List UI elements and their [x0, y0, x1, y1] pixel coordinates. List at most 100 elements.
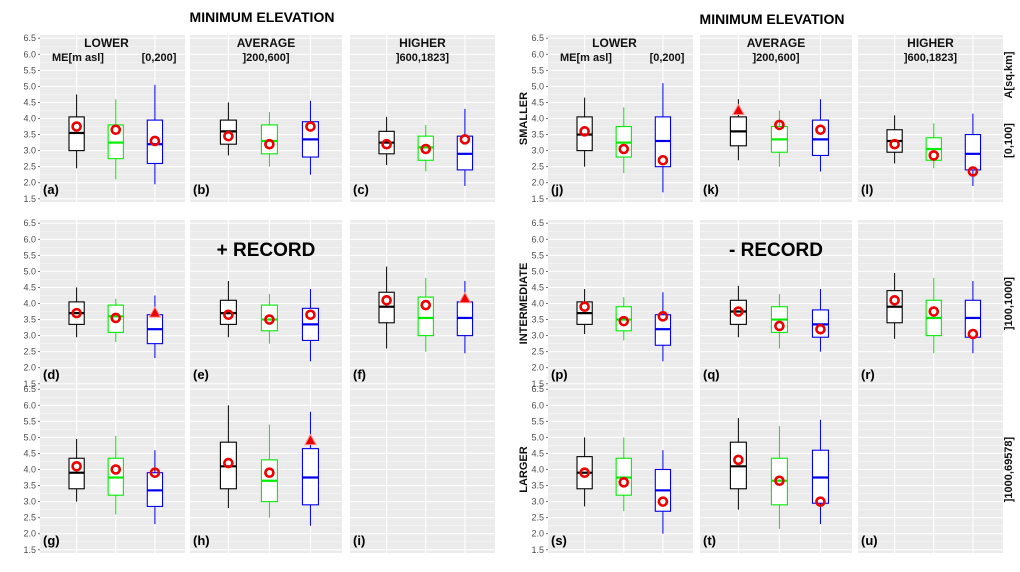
record-circle-marker — [264, 314, 275, 325]
box-blue — [811, 99, 829, 172]
box-body — [146, 119, 164, 165]
record-circle-marker — [149, 467, 161, 479]
column-title: HIGHER — [399, 36, 446, 50]
box-black — [219, 281, 237, 338]
column-range: [0,200] — [142, 52, 177, 64]
y-tick-label: 2.0 — [531, 529, 544, 539]
panel-label: (j) — [551, 182, 563, 197]
box-body — [107, 304, 124, 333]
y-tick-label: 2.0 — [531, 178, 544, 188]
y-tick-label: 2.0 — [531, 363, 544, 373]
record-circle-marker — [657, 154, 669, 166]
panel-s: 1.5 2.0 2.5 3.0 3.5 4.0 4.5 5.0 5.5 6.0 6.5 (s) — [531, 384, 693, 555]
record-circle-marker — [815, 323, 826, 335]
record-circle-marker — [733, 454, 744, 466]
y-tick-label: 6.0 — [531, 234, 544, 244]
record-circle-marker — [110, 312, 122, 324]
panel-label: (c) — [353, 182, 369, 197]
y-tick-label: 6.0 — [23, 234, 36, 244]
box-black — [576, 97, 593, 167]
y-tick-label: 6.0 — [531, 400, 544, 410]
y-tick-label: 2.5 — [531, 162, 544, 172]
y-tick-label: 4.0 — [531, 299, 544, 309]
box-green — [260, 424, 278, 518]
panel-label: (a) — [43, 182, 59, 197]
box-green — [770, 426, 788, 529]
y-tick-label: 5.5 — [531, 250, 544, 260]
column-range: ]600,1823] — [904, 52, 958, 64]
column-range: [0,200] — [650, 52, 685, 64]
box-green — [615, 297, 632, 341]
column-title: HIGHER — [907, 36, 954, 50]
box-black — [729, 99, 747, 161]
box-green — [107, 435, 124, 515]
row-label: SMALLER — [518, 92, 530, 145]
box-green — [417, 124, 434, 172]
y-tick-label: 3.0 — [531, 146, 544, 156]
record-circle-marker — [889, 138, 900, 150]
plots-layer: 1.5 2.0 2.5 3.0 3.5 4.0 4.5 5.0 5.5 6.0 6.5 (a) LOWE… — [23, 33, 1015, 555]
box-black — [729, 418, 747, 510]
record-circle-marker — [618, 143, 630, 155]
y-tick-label: 6.0 — [23, 400, 36, 410]
y-tick-label: 5.0 — [23, 432, 36, 442]
box-blue — [301, 289, 319, 362]
y-tick-label: 3.5 — [23, 130, 36, 140]
y-tick-label: 1.5 — [23, 379, 36, 389]
box-black — [886, 115, 903, 164]
y-tick-label: 5.5 — [531, 65, 544, 75]
panel-i: (i) — [350, 386, 495, 553]
record-circle-marker — [889, 294, 900, 306]
record-circle-marker — [71, 121, 82, 132]
y-tick-label: 2.0 — [23, 363, 36, 373]
box-body — [260, 304, 278, 332]
box-green — [260, 293, 278, 344]
panel-label: (i) — [353, 533, 365, 548]
panel-label: (p) — [551, 367, 568, 382]
panel-label: (d) — [43, 367, 60, 382]
panel-f: (f) — [350, 220, 495, 387]
box-green — [260, 112, 278, 167]
y-tick-label: 6.5 — [531, 218, 544, 228]
record-circle-marker — [815, 496, 826, 507]
y-tick-label: 5.0 — [531, 81, 544, 91]
column-title: LOWER — [592, 36, 637, 50]
y-tick-label: 4.0 — [23, 299, 36, 309]
record-circle-marker — [657, 311, 669, 322]
y-tick-label: 5.5 — [23, 416, 36, 426]
panel-u: (u) — [858, 386, 1003, 553]
box-green — [770, 110, 788, 167]
record-circle-marker — [110, 464, 122, 475]
record-circle-marker — [657, 496, 669, 507]
record-circle-marker — [815, 124, 826, 136]
row-range-label: [0,100] — [1003, 123, 1015, 158]
y-tick-label: 5.5 — [23, 65, 36, 75]
area-axis-label: A[sq.km] — [1003, 51, 1015, 98]
panel-label: (b) — [193, 182, 210, 197]
box-black — [886, 272, 903, 339]
row-label: LARGER — [518, 446, 530, 493]
record-triangle-marker — [458, 291, 472, 304]
record-circle-marker — [305, 309, 316, 321]
record-circle-marker — [149, 135, 161, 147]
column-range: ]200,600] — [242, 52, 289, 64]
y-tick-label: 6.5 — [531, 33, 544, 43]
box-black — [68, 287, 85, 338]
y-tick-label: 4.5 — [23, 448, 36, 458]
y-tick-label: 4.0 — [23, 114, 36, 124]
panel-b: (b) AVERAGE]200,600] — [190, 35, 342, 202]
record-triangle-marker — [148, 306, 162, 318]
box-blue — [811, 419, 829, 525]
y-tick-label: 5.0 — [531, 266, 544, 276]
box-blue — [654, 83, 672, 193]
y-tick-label: 4.5 — [531, 97, 544, 107]
y-tick-label: 1.5 — [531, 379, 544, 389]
y-tick-label: 6.0 — [531, 49, 544, 59]
record-circle-marker — [71, 307, 82, 319]
y-tick-label: 4.5 — [531, 448, 544, 458]
panel-label: (g) — [43, 533, 60, 548]
record-circle-marker — [733, 306, 744, 317]
record-circle-marker — [420, 143, 432, 155]
record-circle-marker — [774, 475, 785, 487]
record-circle-marker — [381, 294, 392, 306]
